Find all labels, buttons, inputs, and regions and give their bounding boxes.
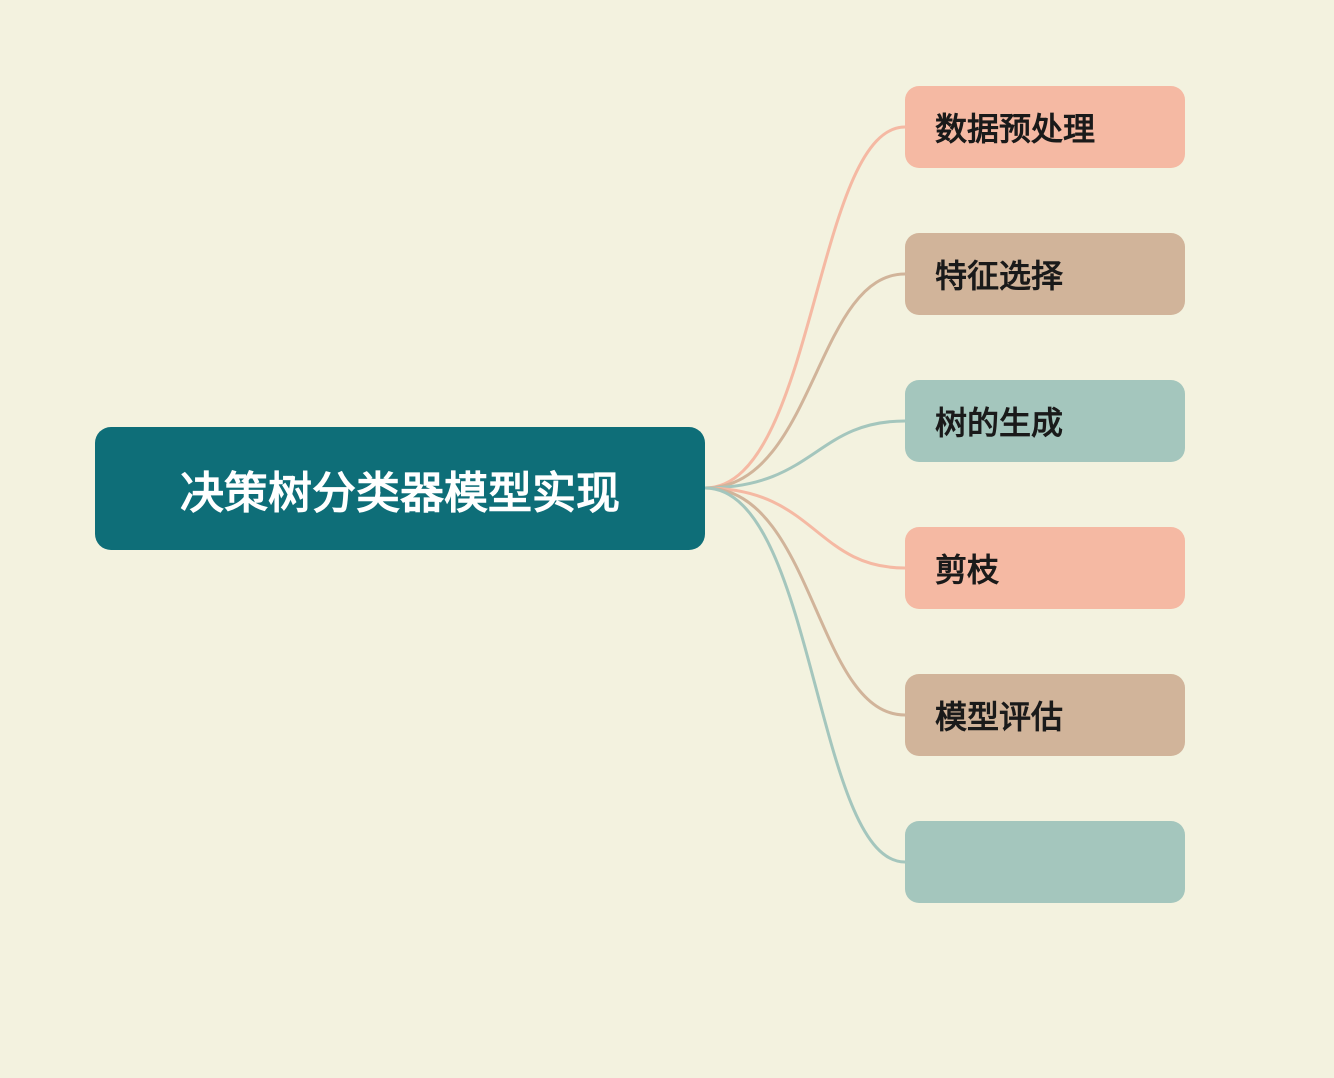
child-node-4: 模型评估 [905,674,1185,756]
child-node-3: 剪枝 [905,527,1185,609]
root-node: 决策树分类器模型实现 [95,427,705,550]
connector-2 [705,421,905,488]
child-node-2: 树的生成 [905,380,1185,462]
connector-1 [705,274,905,488]
connector-0 [705,127,905,488]
connector-3 [705,488,905,568]
mindmap-canvas: 决策树分类器模型实现 数据预处理特征选择树的生成剪枝模型评估 [0,0,1334,1078]
child-node-0: 数据预处理 [905,86,1185,168]
connector-5 [705,488,905,862]
child-node-5 [905,821,1185,903]
connector-4 [705,488,905,715]
child-node-1: 特征选择 [905,233,1185,315]
